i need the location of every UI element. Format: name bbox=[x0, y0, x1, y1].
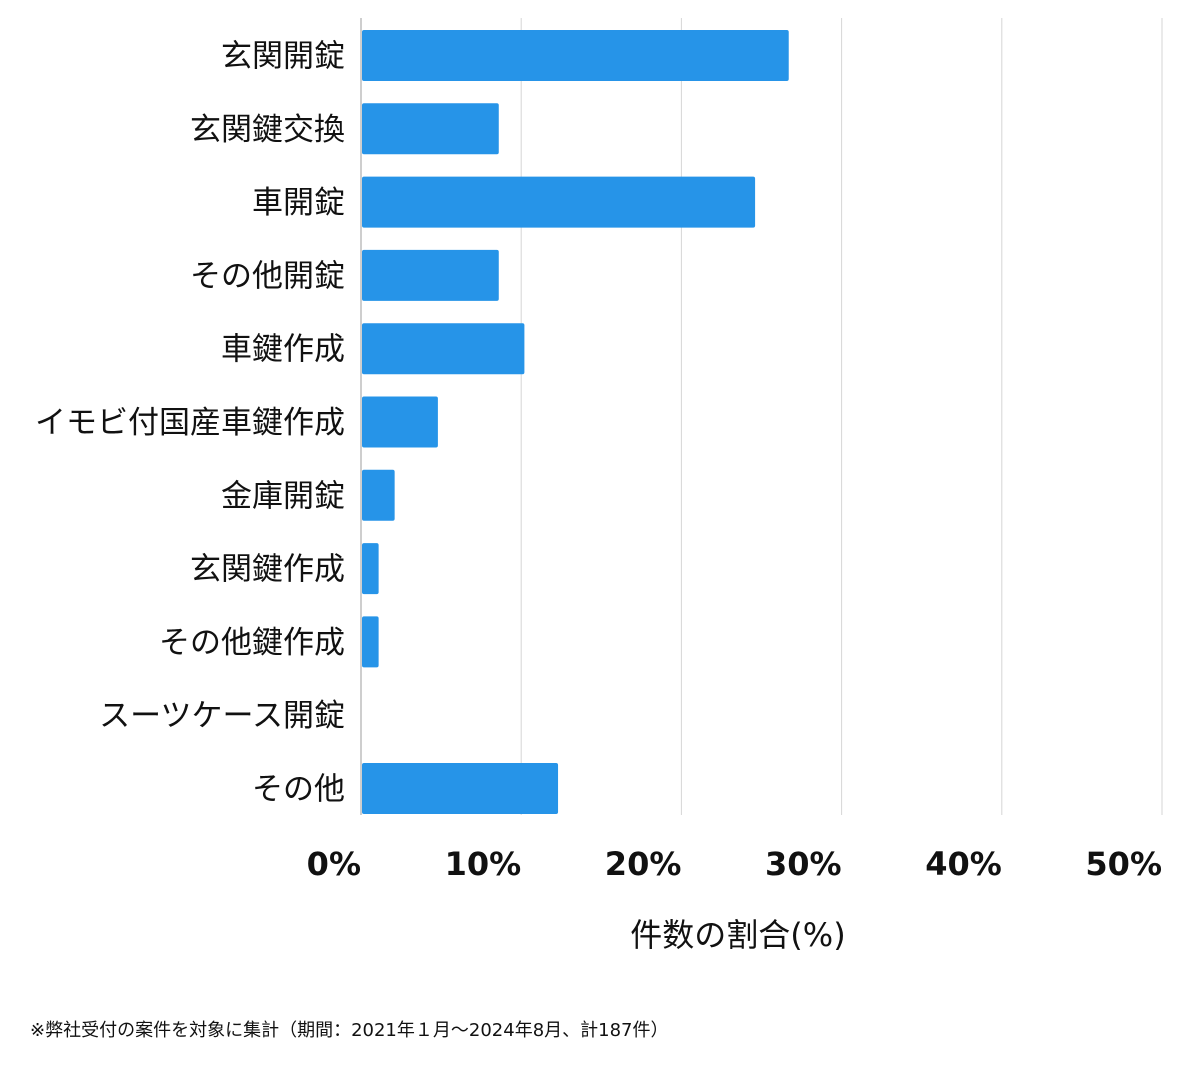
bar-0 bbox=[362, 30, 789, 81]
x-tick-label-10: 10% bbox=[445, 845, 522, 883]
category-label-9: スーツケース開錠 bbox=[99, 698, 345, 734]
bar-7 bbox=[362, 543, 379, 595]
bar-3 bbox=[362, 249, 499, 301]
category-label-6: 金庫開錠 bbox=[221, 478, 345, 514]
bar-1 bbox=[362, 103, 499, 155]
category-label-8: その他鍵作成 bbox=[159, 625, 345, 661]
category-label-5: イモビ付国産車鍵作成 bbox=[35, 405, 345, 441]
x-tick-label-0: 0% bbox=[307, 845, 361, 883]
x-axis-title: 件数の割合(%) bbox=[630, 916, 845, 954]
category-labels: 玄関開錠玄関鍵交換車開錠その他開錠車鍵作成イモビ付国産車鍵作成金庫開錠玄関鍵作成… bbox=[35, 39, 345, 808]
bar-10 bbox=[362, 763, 559, 814]
category-label-4: 車鍵作成 bbox=[221, 332, 345, 368]
x-tick-label-50: 50% bbox=[1085, 845, 1162, 883]
category-label-10: その他 bbox=[252, 772, 345, 808]
category-label-0: 玄関開錠 bbox=[221, 39, 345, 75]
x-tick-label-20: 20% bbox=[605, 845, 682, 883]
category-label-7: 玄関鍵作成 bbox=[190, 552, 345, 588]
category-label-3: その他開錠 bbox=[190, 258, 345, 294]
x-tick-label-30: 30% bbox=[765, 845, 842, 883]
bar-4 bbox=[362, 323, 525, 375]
x-tick-label-40: 40% bbox=[925, 845, 1002, 883]
bar-2 bbox=[362, 176, 756, 228]
footnote: ※弊社受付の案件を対象に集計（期間：2021年１月〜2024年8月、計187件） bbox=[30, 1020, 669, 1041]
category-label-1: 玄関鍵交換 bbox=[190, 112, 345, 148]
x-tick-labels: 0% 10% 20% 30% 40% 50% bbox=[307, 845, 1162, 883]
bar-6 bbox=[362, 469, 395, 521]
bars bbox=[362, 30, 789, 814]
bar-5 bbox=[362, 396, 438, 448]
grid-lines bbox=[360, 18, 1163, 815]
bar-8 bbox=[362, 616, 379, 668]
category-label-2: 車開錠 bbox=[252, 185, 345, 221]
